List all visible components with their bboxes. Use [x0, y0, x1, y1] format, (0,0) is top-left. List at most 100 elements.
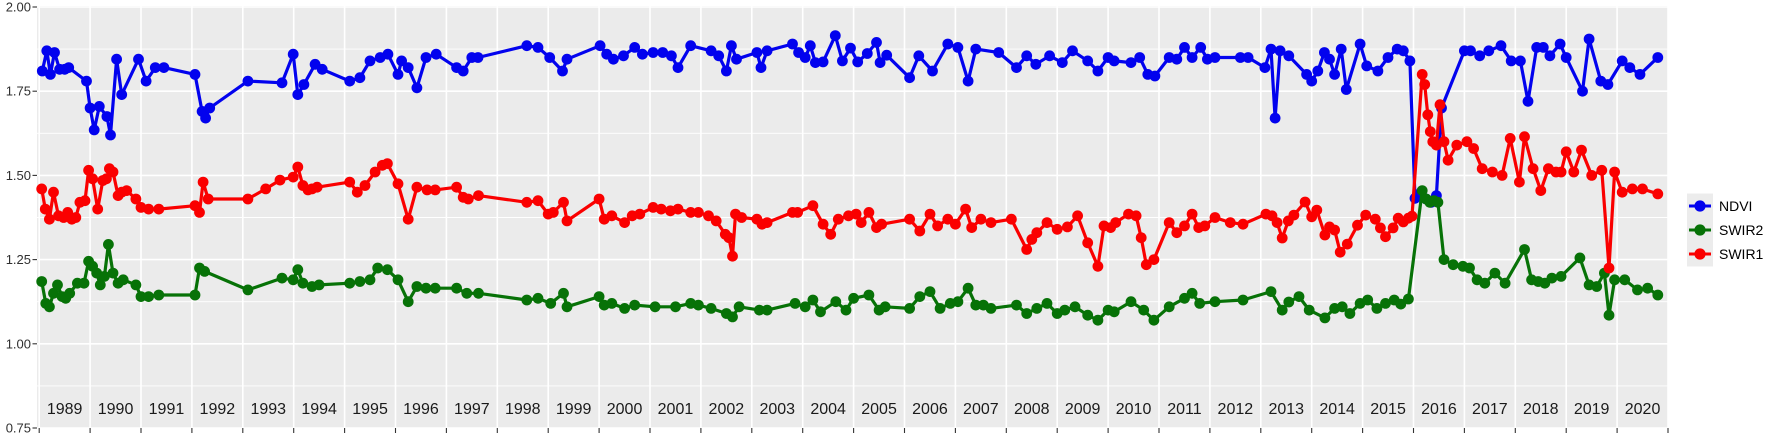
- swir2-data-point: [761, 304, 773, 316]
- swir2-data-point: [593, 291, 605, 302]
- swir1-data-point: [1021, 244, 1033, 255]
- ndvi-data-point: [1554, 38, 1566, 50]
- swir1-data-point: [1319, 229, 1331, 241]
- swir1-data-point: [274, 174, 286, 186]
- swir1-data-point: [39, 203, 51, 215]
- swir1-data-point: [950, 218, 961, 230]
- swir1-data-point: [344, 176, 356, 188]
- swir2-data-point: [1276, 304, 1288, 316]
- swir2-data-point: [733, 301, 745, 313]
- x-tick-label: 2012: [1218, 401, 1254, 418]
- ndvi-data-point: [1125, 57, 1137, 68]
- swir2-data-point: [420, 282, 432, 294]
- swir2-data-point: [962, 282, 974, 294]
- swir2-data-point: [807, 294, 819, 306]
- ndvi-data-point: [133, 53, 144, 65]
- swir2-data-point: [1371, 303, 1383, 314]
- swir1-data-point: [727, 250, 738, 262]
- x-tick-label: 2000: [607, 401, 643, 418]
- swir2-data-point: [1591, 281, 1603, 292]
- swir2-data-point: [1194, 298, 1206, 309]
- swir1-data-point: [1148, 254, 1160, 265]
- ndvi-data-point: [1340, 84, 1352, 95]
- ndvi-data-point: [140, 75, 152, 87]
- x-tick-label: 2006: [912, 401, 948, 418]
- ndvi-data-point: [1634, 69, 1646, 80]
- swir1-data-point: [1442, 154, 1454, 166]
- swir2-data-point: [1031, 303, 1043, 314]
- ndvi-data-point: [726, 40, 737, 52]
- x-tick-label: 2016: [1421, 401, 1457, 418]
- swir1-data-point: [143, 203, 155, 215]
- swir1-data-point: [1179, 220, 1190, 232]
- ndvi-data-point: [861, 48, 873, 59]
- swir2-data-point: [99, 271, 110, 282]
- swir1-data-point: [1387, 222, 1399, 234]
- swir1-data-point: [411, 181, 423, 193]
- ndvi-data-point: [544, 52, 556, 63]
- swir1-data-point: [1006, 213, 1017, 225]
- ndvi-data-point: [382, 48, 394, 60]
- swir2-data-point: [64, 287, 76, 299]
- ndvi-data-point: [1544, 50, 1556, 62]
- y-tick-label: 0.75: [6, 421, 31, 436]
- ndvi-data-point: [1624, 62, 1636, 73]
- swir2-data-point: [830, 296, 842, 308]
- ndvi-data-point: [1382, 52, 1394, 63]
- x-tick-label: 2002: [709, 401, 745, 418]
- swir1-data-point: [966, 222, 978, 234]
- ndvi-data-point: [1235, 52, 1246, 63]
- swir1-data-point: [1135, 232, 1147, 244]
- ndvi-data-point: [721, 65, 732, 77]
- swir1-data-point: [1110, 217, 1122, 229]
- swir2-data-point: [1479, 277, 1491, 289]
- ndvi-data-point: [276, 77, 288, 89]
- swir2-data-point: [276, 272, 288, 284]
- swir2-data-point: [354, 276, 366, 287]
- swir1-data-point: [260, 183, 272, 195]
- swir2-data-point: [1082, 309, 1094, 321]
- swir1-data-point: [655, 203, 667, 215]
- ndvi-data-point: [647, 47, 659, 58]
- swir2-data-point: [1108, 306, 1120, 318]
- swir1-data-point: [1527, 163, 1539, 175]
- ndvi-data-point: [1560, 52, 1572, 63]
- ndvi-data-point: [799, 52, 811, 63]
- ndvi-data-point: [705, 45, 717, 57]
- swir1-data-point: [462, 193, 474, 205]
- swir1-data-point: [70, 212, 82, 223]
- swir2-data-point: [78, 277, 90, 289]
- swir1-data-point: [1603, 262, 1615, 274]
- swir1-data-point: [693, 207, 704, 218]
- swir1-data-point: [451, 181, 462, 193]
- swir2-data-point: [382, 264, 393, 276]
- x-tick-label: 1994: [301, 401, 337, 418]
- swir2-data-point: [1632, 284, 1643, 296]
- ndvi-data-point: [1186, 52, 1198, 63]
- y-tick-label: 2.00: [6, 0, 31, 15]
- swir2-data-point: [411, 281, 423, 292]
- ndvi-data-point: [1335, 43, 1347, 55]
- ndvi-data-point: [1397, 45, 1409, 57]
- swir2-data-point: [789, 298, 801, 309]
- swir2-data-point: [344, 277, 356, 289]
- ndvi-data-point: [1195, 42, 1207, 53]
- swir2-data-point: [1362, 294, 1374, 306]
- swir2-data-point: [103, 239, 114, 250]
- swir2-data-point: [242, 284, 254, 296]
- ndvi-data-point: [189, 69, 201, 80]
- ndvi-data-point: [837, 55, 848, 67]
- x-tick-label: 1991: [149, 401, 185, 418]
- swir2-data-point: [1609, 274, 1620, 286]
- swir2-series: [36, 185, 1664, 326]
- swir2-data-point: [1619, 274, 1631, 286]
- x-tick-label: 1993: [250, 401, 286, 418]
- swir2-data-point: [1336, 301, 1348, 313]
- swir1-data-point: [1609, 166, 1620, 178]
- ndvi-data-point: [829, 30, 841, 41]
- swir1-data-point: [1082, 237, 1094, 249]
- ndvi-data-point: [913, 50, 925, 62]
- swir1-data-point: [855, 217, 867, 229]
- swir2-data-point: [107, 267, 119, 279]
